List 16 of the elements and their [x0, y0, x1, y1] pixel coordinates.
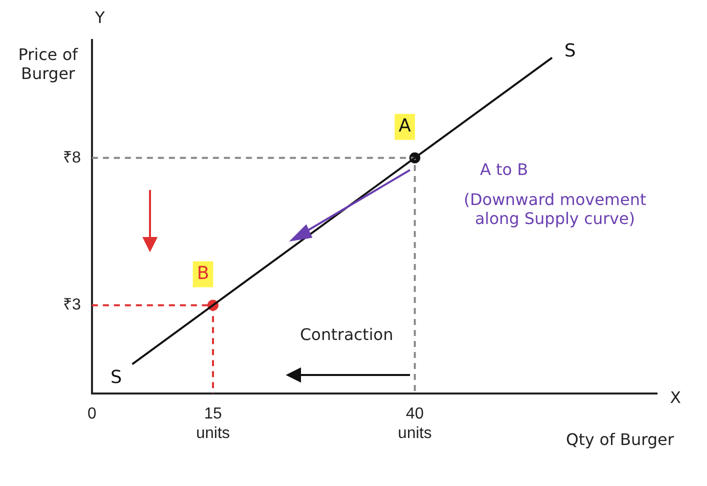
text: X	[670, 388, 681, 407]
y-tick-label: ₹3	[62, 296, 81, 314]
series-label: A	[398, 116, 412, 137]
x-tick-label: 15 units	[196, 406, 230, 442]
y-tick-label: ₹8	[62, 149, 81, 166]
y-axis-title: Price of Burger	[17, 45, 79, 83]
x-axis-title: Qty of Burger	[565, 430, 675, 449]
x-tick-label: 0	[87, 406, 96, 423]
annotation: (Downward movement along Supply curve)	[462, 190, 648, 228]
x-tick-label: 40 units	[398, 406, 432, 442]
series-label: B	[196, 262, 210, 284]
text: S	[564, 40, 576, 62]
text: Y	[95, 8, 105, 27]
annotation: A to B	[480, 160, 528, 179]
series-label: S	[110, 366, 122, 388]
annotation: Contraction	[300, 325, 394, 344]
